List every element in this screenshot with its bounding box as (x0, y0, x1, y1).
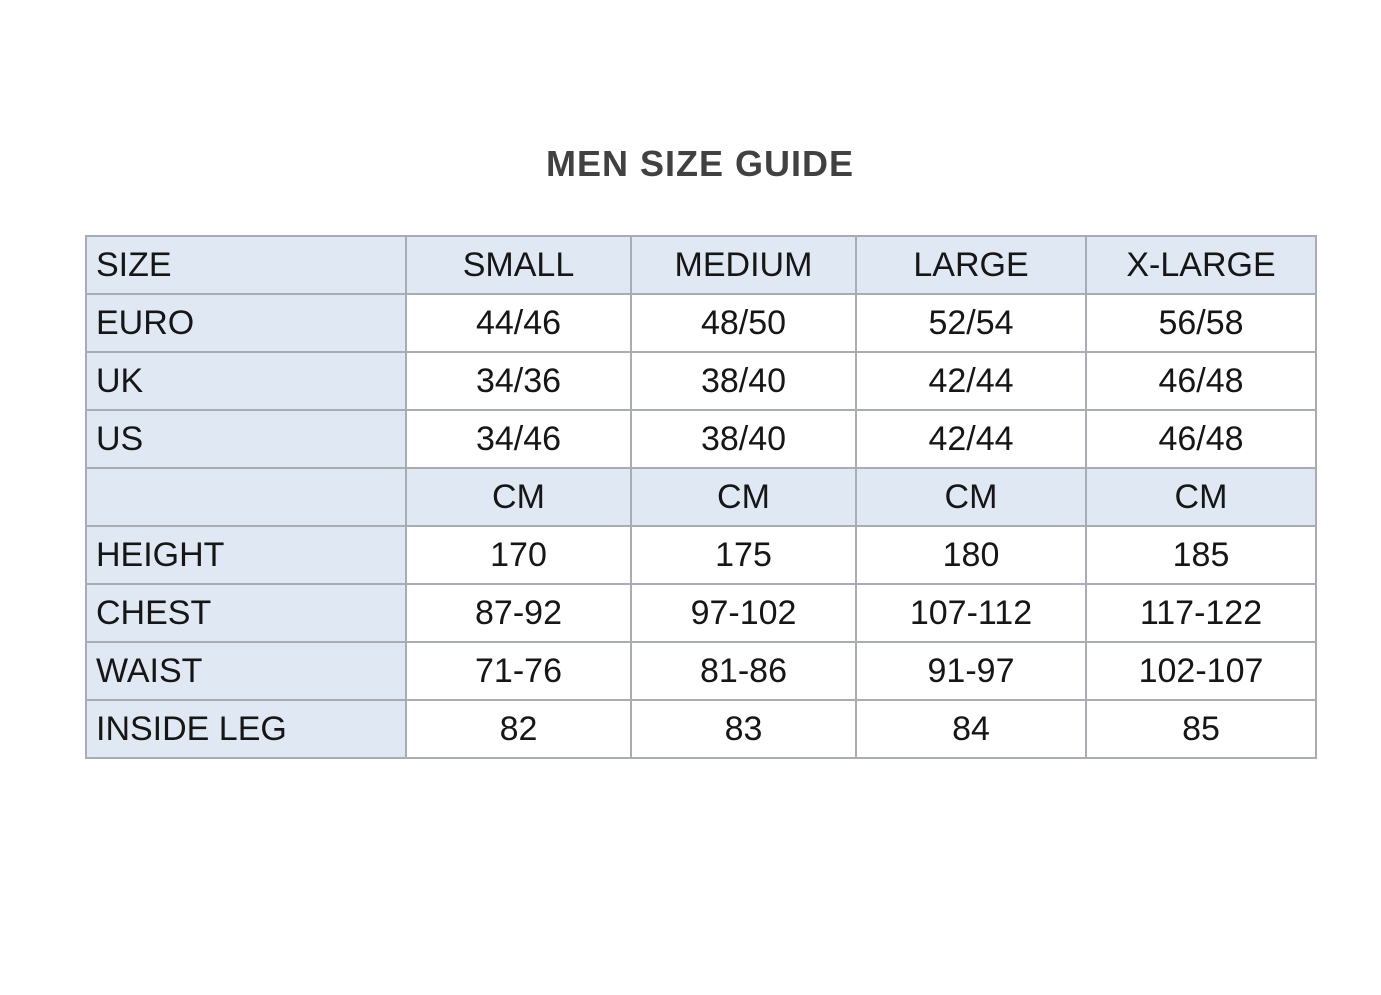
table-cell: 52/54 (855, 293, 1087, 353)
table-row-height: HEIGHT 170 175 180 185 (85, 525, 1317, 585)
table-cell: 34/36 (405, 351, 632, 411)
page-title: MEN SIZE GUIDE (545, 143, 855, 184)
table-cell: 91-97 (855, 641, 1087, 701)
column-header-medium: MEDIUM (630, 235, 857, 295)
column-header-small: SMALL (405, 235, 632, 295)
table-cell: 42/44 (855, 409, 1087, 469)
row-label-waist: WAIST (85, 641, 407, 701)
table-cell: 46/48 (1085, 409, 1317, 469)
row-label-height: HEIGHT (85, 525, 407, 585)
table-cell: 180 (855, 525, 1087, 585)
column-header-large: LARGE (855, 235, 1087, 295)
table-cell: 102-107 (1085, 641, 1317, 701)
unit-cell-cm: CM (1085, 467, 1317, 527)
table-cell: 97-102 (630, 583, 857, 643)
row-label-euro: EURO (85, 293, 407, 353)
row-label-us: US (85, 409, 407, 469)
table-cell: 107-112 (855, 583, 1087, 643)
table-row-chest: CHEST 87-92 97-102 107-112 117-122 (85, 583, 1317, 643)
header-row: SIZE SMALL MEDIUM LARGE X-LARGE (85, 235, 1317, 295)
unit-row-cm: CM CM CM CM (85, 467, 1317, 527)
table-cell: 83 (630, 699, 857, 759)
table-cell: 38/40 (630, 409, 857, 469)
table-row-uk: UK 34/36 38/40 42/44 46/48 (85, 351, 1317, 411)
table-row-waist: WAIST 71-76 81-86 91-97 102-107 (85, 641, 1317, 701)
table-cell: 34/46 (405, 409, 632, 469)
unit-row-empty-label (85, 467, 407, 527)
table-cell: 170 (405, 525, 632, 585)
table-cell: 84 (855, 699, 1087, 759)
column-header-size: SIZE (85, 235, 407, 295)
table-row-euro: EURO 44/46 48/50 52/54 56/58 (85, 293, 1317, 353)
table-cell: 185 (1085, 525, 1317, 585)
table-row-us: US 34/46 38/40 42/44 46/48 (85, 409, 1317, 469)
table-cell: 44/46 (405, 293, 632, 353)
row-label-chest: CHEST (85, 583, 407, 643)
table-row-inside-leg: INSIDE LEG 82 83 84 85 (85, 699, 1317, 759)
table-cell: 117-122 (1085, 583, 1317, 643)
table-cell: 85 (1085, 699, 1317, 759)
table-cell: 56/58 (1085, 293, 1317, 353)
size-guide-table: SIZE SMALL MEDIUM LARGE X-LARGE EURO 44/… (85, 235, 1317, 759)
table-cell: 46/48 (1085, 351, 1317, 411)
row-label-inside-leg: INSIDE LEG (85, 699, 407, 759)
table-cell: 175 (630, 525, 857, 585)
unit-cell-cm: CM (855, 467, 1087, 527)
row-label-uk: UK (85, 351, 407, 411)
column-header-xlarge: X-LARGE (1085, 235, 1317, 295)
unit-cell-cm: CM (405, 467, 632, 527)
table-cell: 71-76 (405, 641, 632, 701)
table-cell: 38/40 (630, 351, 857, 411)
table-cell: 48/50 (630, 293, 857, 353)
table-cell: 42/44 (855, 351, 1087, 411)
table-cell: 82 (405, 699, 632, 759)
table-cell: 87-92 (405, 583, 632, 643)
unit-cell-cm: CM (630, 467, 857, 527)
table-cell: 81-86 (630, 641, 857, 701)
